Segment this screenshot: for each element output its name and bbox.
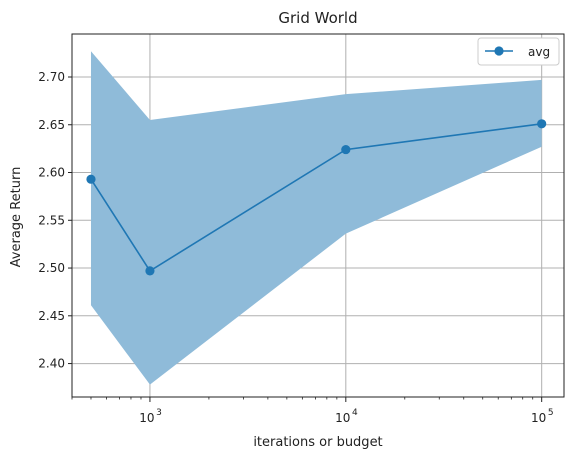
axes-layer bbox=[71, 33, 565, 398]
y-tick-label: 2.60 bbox=[38, 166, 65, 180]
data-point bbox=[86, 174, 96, 184]
confidence-band-layer bbox=[90, 51, 542, 385]
data-points-layer bbox=[86, 119, 547, 276]
data-point bbox=[537, 119, 547, 129]
y-tick-label: 2.70 bbox=[38, 70, 65, 84]
data-point bbox=[145, 266, 155, 276]
legend: avg bbox=[477, 37, 560, 66]
x-tick-label: 10 bbox=[531, 411, 546, 425]
series-line-avg bbox=[90, 123, 542, 272]
x-axis-label: iterations or budget bbox=[253, 435, 382, 450]
y-tick-label: 2.50 bbox=[38, 261, 65, 275]
legend-point-marker bbox=[494, 46, 504, 56]
confidence-band bbox=[90, 51, 542, 385]
x-tick-label: 10 bbox=[335, 411, 350, 425]
data-point bbox=[341, 144, 351, 155]
y-tick-label: 2.65 bbox=[38, 118, 65, 132]
chart-title: Grid World bbox=[278, 9, 357, 27]
y-tick-label: 2.40 bbox=[38, 357, 65, 371]
legend-label-avg: avg bbox=[528, 45, 550, 59]
plot-frame bbox=[71, 33, 565, 398]
y-axis-label: Average Return bbox=[9, 167, 24, 268]
legend-box bbox=[477, 37, 560, 66]
x-tick-label-exponent: 5 bbox=[548, 408, 554, 418]
x-tick-label-exponent: 3 bbox=[156, 408, 162, 418]
y-tick-label: 2.55 bbox=[38, 213, 65, 227]
x-tick-label-exponent: 4 bbox=[352, 408, 358, 418]
y-tick-label: 2.45 bbox=[38, 309, 65, 323]
x-tick-label: 10 bbox=[139, 411, 154, 425]
series-line-layer bbox=[90, 123, 542, 272]
